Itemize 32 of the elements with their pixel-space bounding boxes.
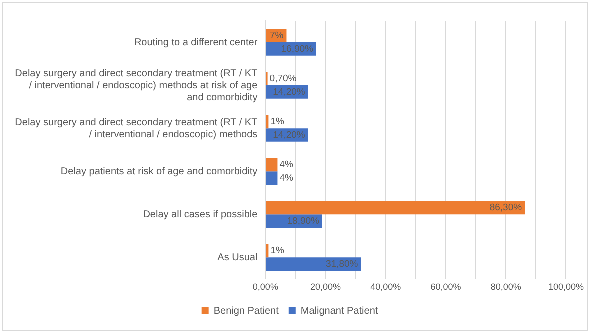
x-tick-label: 80,00%: [490, 282, 522, 292]
data-label: 14,20%: [273, 86, 306, 98]
data-label: 18,90%: [287, 216, 320, 227]
x-tick-label: 0,00%: [252, 282, 278, 292]
y-tick-label: Delay all cases if possible: [143, 209, 258, 220]
bar: [266, 201, 526, 215]
data-label: 1%: [270, 116, 285, 128]
data-label: 4%: [280, 160, 294, 171]
bar: [266, 258, 362, 272]
x-tick-label: 60,00%: [430, 282, 462, 292]
data-label: 1%: [270, 246, 285, 257]
bar: [266, 158, 278, 172]
x-tick-label: 40,00%: [370, 282, 402, 292]
bar: [266, 115, 269, 129]
data-label: 86,30%: [490, 202, 523, 214]
y-tick-label: Delay patients at risk of age and comorbidity: [60, 166, 258, 178]
bar: [266, 244, 269, 258]
legend-label: Benign Patient: [214, 306, 280, 317]
y-tick-label: Delay surgery and direct secondary treatment (RT / KT / interventional / endoscopic) methods at risk of age and comorbidity: [15, 68, 258, 104]
data-label: 31,80%: [326, 258, 359, 270]
x-tick-label: 20,00%: [310, 282, 342, 292]
data-label: 16,90%: [281, 44, 314, 55]
bar: [266, 172, 278, 185]
y-tick-label: Routing to a different center: [134, 37, 258, 48]
x-tick-label: 100,00%: [548, 282, 584, 292]
y-tick-label: As Usual: [218, 252, 258, 264]
y-tick-label: Delay surgery and direct secondary treatment (RT / KT / interventional / endoscopic) methods: [15, 117, 258, 140]
data-label: 0,70%: [270, 74, 298, 85]
data-label: 4%: [280, 172, 294, 184]
data-label: 14,20%: [273, 130, 306, 141]
data-label: 7%: [270, 30, 284, 42]
legend-label: Malignant Patient: [300, 306, 378, 317]
